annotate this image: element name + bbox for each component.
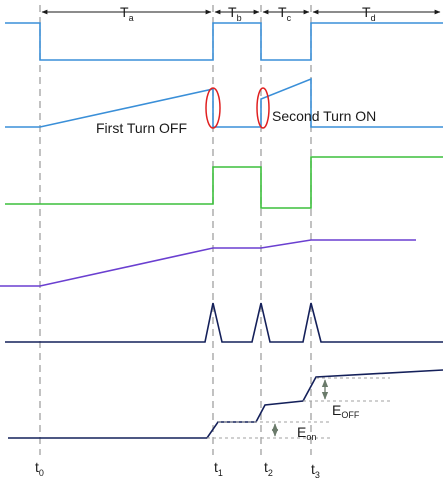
temperature-waveform [0, 239, 416, 287]
current-waveform [5, 77, 443, 128]
voltage-waveform [5, 156, 443, 209]
gate-signal-waveform [5, 22, 443, 61]
first-turn-off-marker [205, 87, 221, 129]
time-label-t3: t3 [311, 461, 320, 480]
e-on-label: Eon [297, 424, 316, 442]
time-guides [39, 5, 312, 455]
second-turn-on-label: Second Turn ON [272, 108, 376, 124]
first-turn-off-label: First Turn OFF [96, 120, 187, 136]
time-label-t0: t0 [35, 459, 44, 478]
energy-reference-lines [207, 377, 390, 439]
time-label-t1: t1 [214, 459, 223, 478]
interval-label-b: Tb [228, 4, 242, 23]
interval-label-d: Td [362, 4, 376, 23]
energy-waveform [8, 369, 444, 439]
time-label-t2: t2 [264, 459, 273, 478]
interval-label-a: Ta [120, 4, 134, 23]
interval-label-c: Tc [278, 4, 292, 23]
second-turn-on-marker [256, 87, 270, 129]
power-loss-waveform [5, 302, 443, 343]
e-off-label: EOFF [332, 402, 360, 420]
